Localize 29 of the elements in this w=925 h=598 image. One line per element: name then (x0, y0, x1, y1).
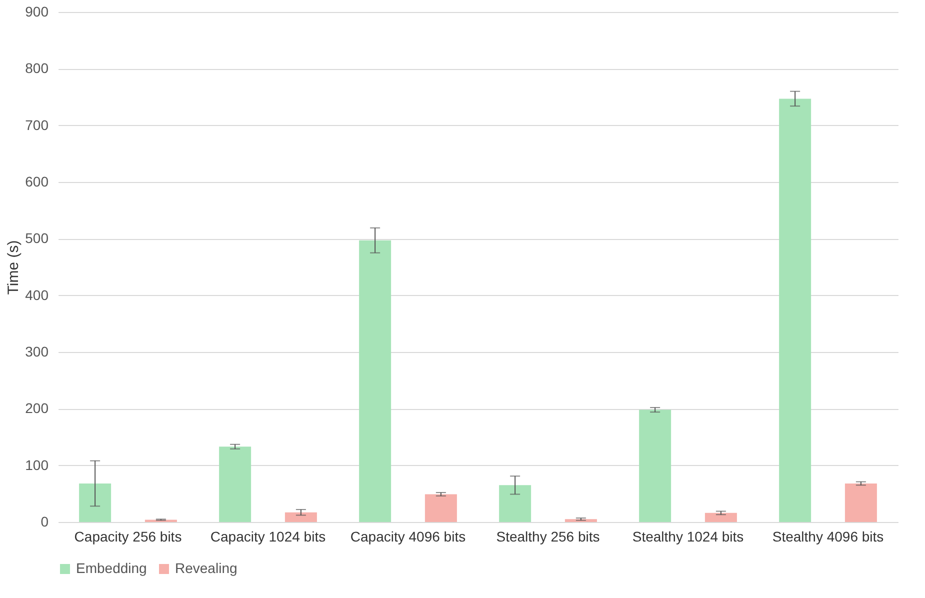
x-tick-label: Capacity 4096 bits (350, 528, 466, 544)
bar (499, 485, 532, 522)
y-tick-label: 300 (25, 344, 49, 360)
bar (844, 483, 877, 522)
bar (704, 512, 737, 522)
y-tick-label: 600 (25, 174, 49, 190)
x-tick-label: Capacity 1024 bits (210, 528, 326, 544)
bar (779, 98, 812, 522)
bar (359, 240, 392, 522)
y-tick-label: 700 (25, 116, 49, 133)
y-tick-label: 100 (25, 456, 49, 473)
bar (424, 494, 457, 522)
bar (219, 446, 252, 522)
bar (79, 483, 112, 522)
bar (639, 410, 672, 522)
y-tick-label: 0 (40, 514, 49, 530)
bar (284, 512, 317, 522)
x-tick-label: Capacity 256 bits (74, 528, 182, 544)
x-tick-label: Stealthy 1024 bits (632, 528, 744, 544)
x-tick-label: Stealthy 4096 bits (772, 528, 884, 544)
x-tick-label: Stealthy 256 bits (496, 528, 600, 544)
y-tick-label: 400 (25, 286, 49, 303)
y-axis-title: Time (s) (5, 240, 22, 295)
y-tick-label: 800 (25, 60, 49, 76)
legend-label: Embedding (76, 560, 147, 576)
y-tick-label: 200 (25, 400, 49, 416)
legend-label: Revealing (175, 560, 238, 576)
y-tick-label: 500 (25, 230, 49, 246)
y-tick-label: 900 (25, 4, 49, 20)
